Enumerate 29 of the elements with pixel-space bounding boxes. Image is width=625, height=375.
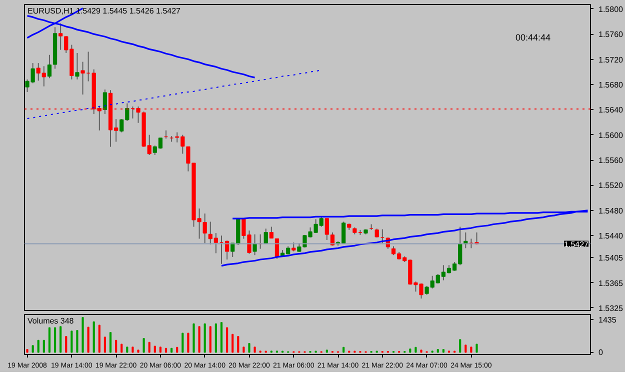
annotation: 00:44:44 xyxy=(515,32,551,42)
y-tick-label: 1.5365 xyxy=(598,278,624,288)
chart-title: Volumes 348 xyxy=(28,316,74,326)
ref-line-label: 1.5427 xyxy=(564,240,590,249)
candlestick xyxy=(202,213,207,244)
y-tick-label: 1.5520 xyxy=(598,181,624,190)
y-tick-label: 1435 xyxy=(598,315,617,324)
candlestick xyxy=(75,52,80,80)
y-tick-label: 1.5405 xyxy=(598,254,624,263)
y-tick-label: 0 xyxy=(598,348,604,358)
y-tick-label: 1.5440 xyxy=(598,232,624,241)
y-tick-label: 1.5720 xyxy=(598,55,624,64)
candlestick xyxy=(58,22,63,50)
candlestick xyxy=(102,89,108,115)
candlestick xyxy=(252,234,257,256)
candlestick xyxy=(324,218,329,240)
candlestick xyxy=(47,54,52,79)
y-tick-label: 1.5325 xyxy=(598,304,624,313)
y-tick-label: 1.5560 xyxy=(598,156,624,166)
line-series xyxy=(26,69,322,119)
y-tick-label: 1.5800 xyxy=(598,4,624,14)
y-tick-label: 1.5640 xyxy=(598,106,624,115)
y-tick-label: 1.5480 xyxy=(598,206,624,216)
candlestick xyxy=(269,226,274,239)
candlestick xyxy=(264,228,268,244)
y-tick-label: 1.5600 xyxy=(598,130,624,140)
y-tick-label: 1.5760 xyxy=(598,30,624,40)
y-tick-label: 1.5680 xyxy=(598,80,624,90)
chart-title: EURUSD,H1 1.5429 1.5445 1.5426 1.5427 xyxy=(28,6,182,16)
